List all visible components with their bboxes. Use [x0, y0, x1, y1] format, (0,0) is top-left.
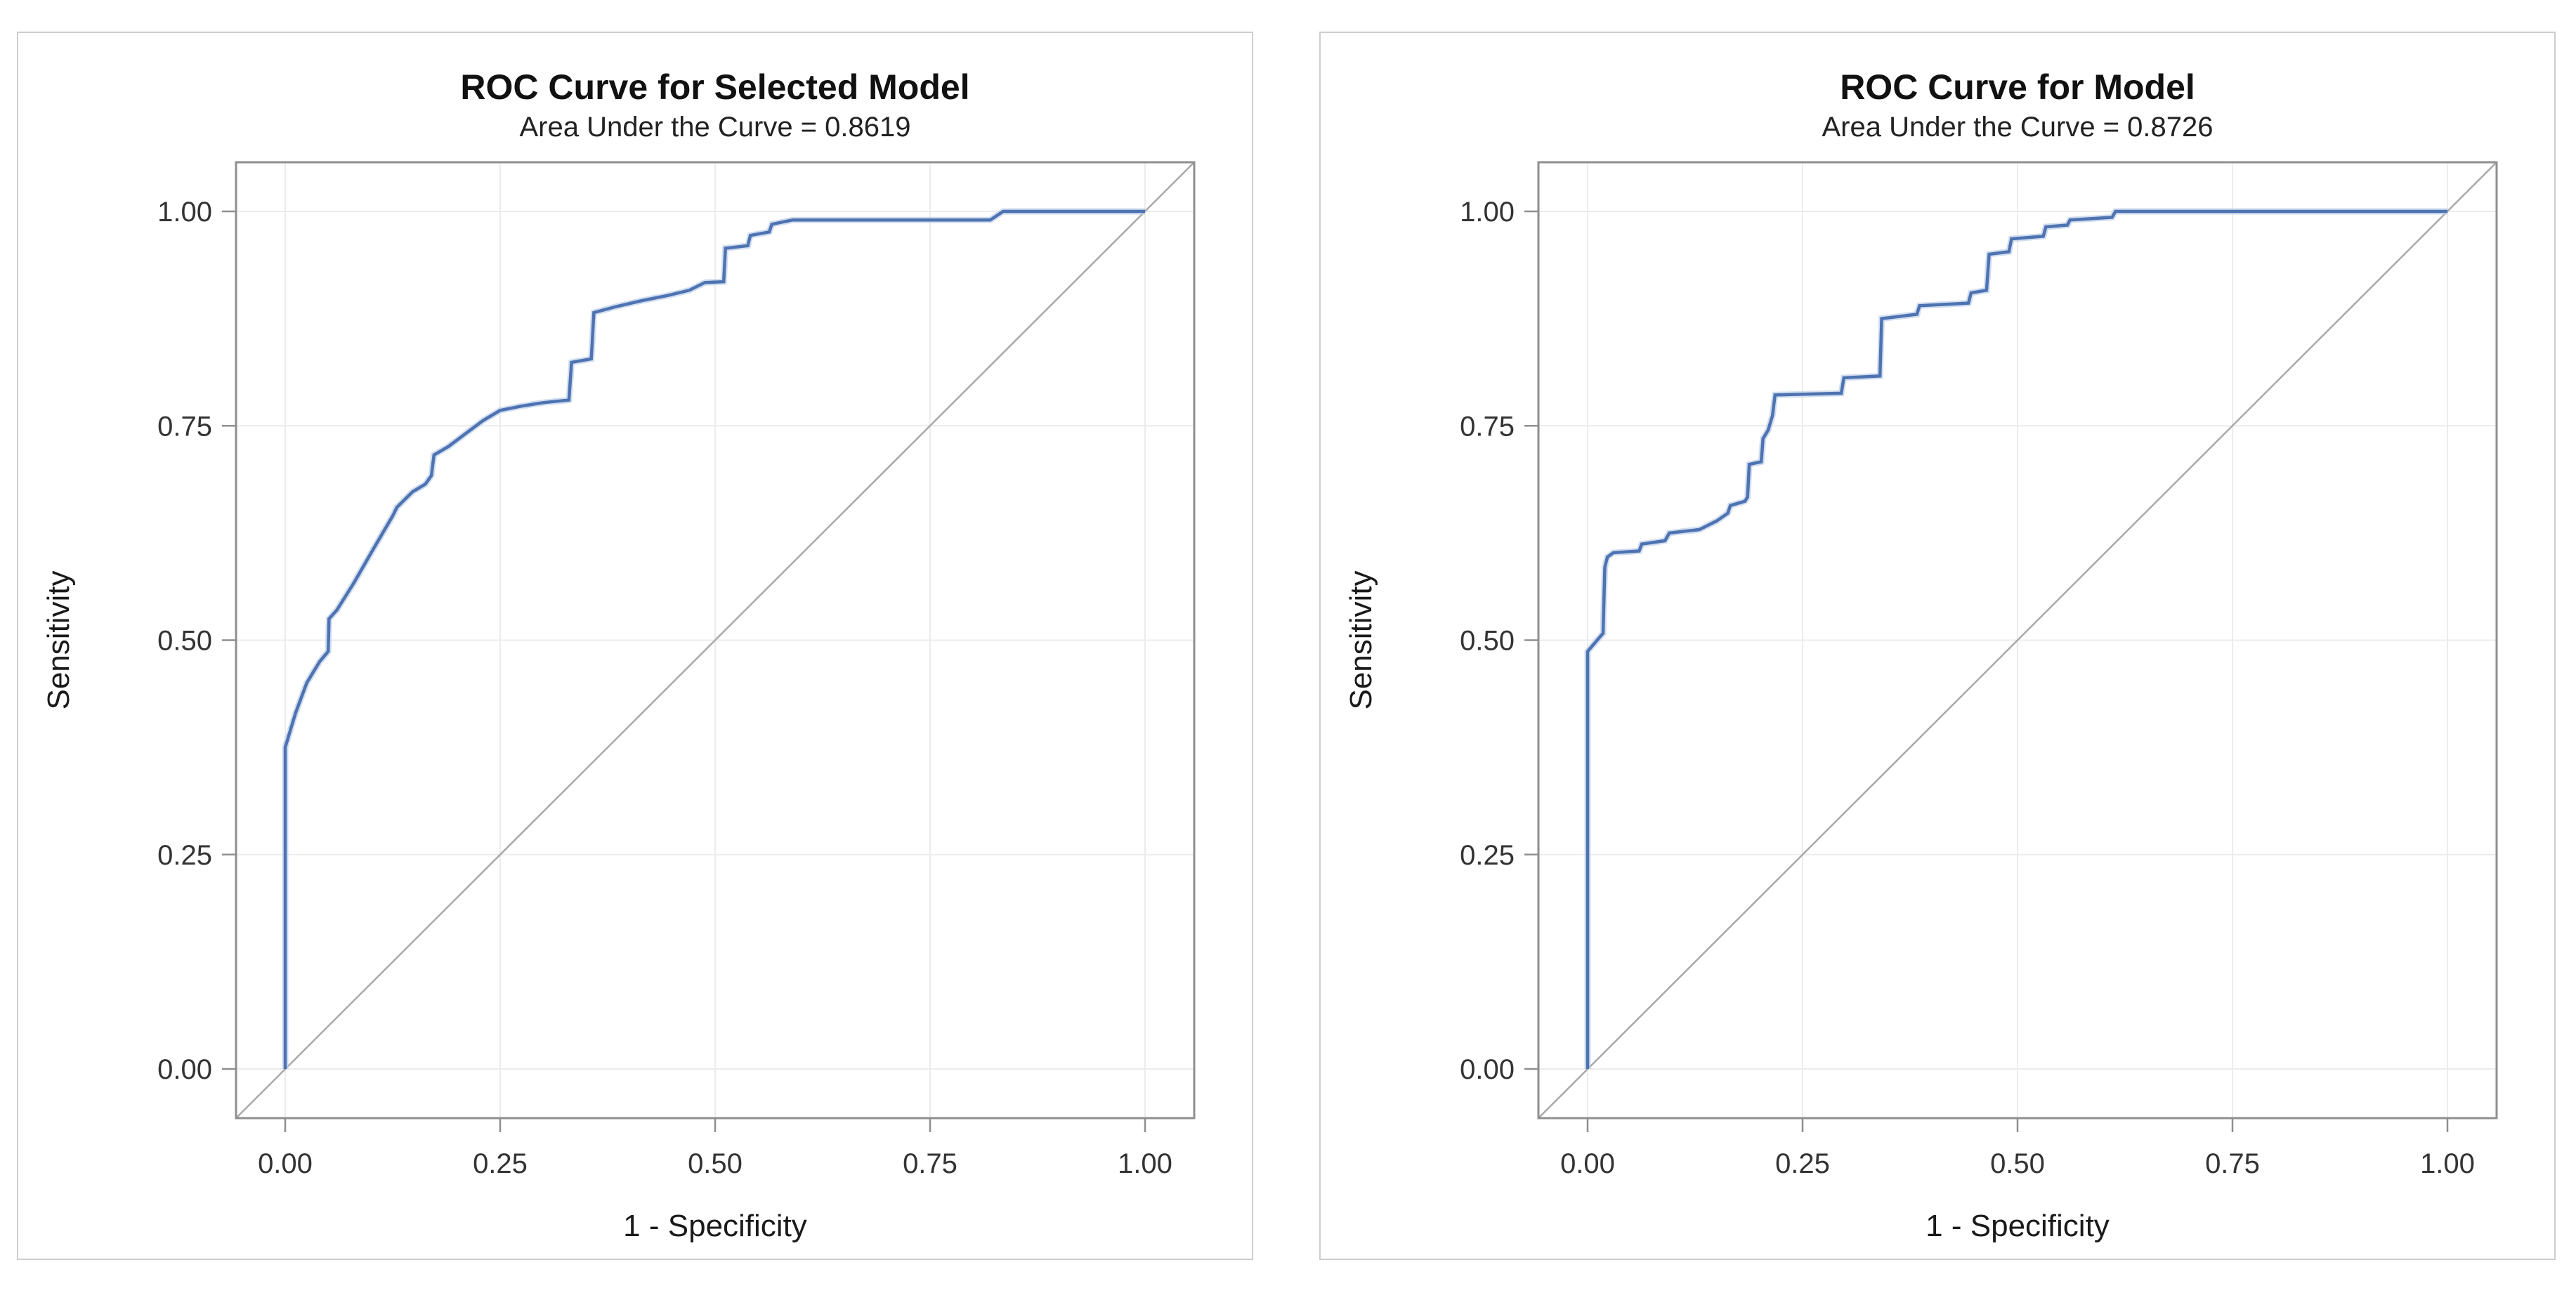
x-tick-label: 0.25: [1775, 1148, 1830, 1179]
chart-subtitle-auc: Area Under the Curve = 0.8726: [1822, 112, 2214, 143]
y-axis-label: Sensitivity: [41, 570, 76, 709]
diagonal-reference-line: [235, 162, 1195, 1119]
y-tick-label: 1.00: [1460, 197, 1515, 228]
y-axis-label: Sensitivity: [1344, 570, 1378, 709]
roc-plot-model: 0.00 0.25 0.50 0.75 1.00 0.00 0.25 0.50 0.75 1.00…: [1344, 161, 2498, 1243]
x-tick-label: 0.50: [1990, 1148, 2045, 1179]
roc-plot-selected-model: 0.00 0.25 0.50 0.75 1.00 0.00 0.25 0.50 0.75 1.00…: [41, 161, 1196, 1243]
x-tick-label: 1.00: [1118, 1148, 1172, 1179]
y-tick-label: 0.50: [1460, 626, 1515, 657]
x-tick-label: 1.00: [2420, 1148, 2475, 1179]
y-tick-label: 0.50: [157, 626, 212, 657]
y-tick-label: 0.00: [157, 1054, 212, 1085]
y-tick-label: 0.00: [1460, 1054, 1515, 1085]
chart-subtitle-auc: Area Under the Curve = 0.8619: [519, 112, 911, 143]
y-tick-label: 1.00: [157, 197, 212, 228]
x-tick-label: 0.75: [2205, 1148, 2260, 1179]
roc-curve: [1586, 209, 2447, 1069]
y-tick-label: 0.25: [157, 840, 212, 871]
x-tick-label: 0.00: [1560, 1148, 1615, 1179]
y-tick-label: 0.75: [1460, 411, 1515, 442]
x-tick-label: 0.25: [473, 1148, 528, 1179]
chart-title: ROC Curve for Selected Model: [460, 67, 970, 107]
diagonal-reference-line: [1538, 162, 2497, 1119]
y-tick-label: 0.25: [1460, 840, 1515, 871]
x-axis-label: 1 - Specificity: [1926, 1209, 2110, 1243]
y-tick-label: 0.75: [157, 411, 212, 442]
roc-panel-selected-model: 0.00 0.25 0.50 0.75 1.00 0.00 0.25 0.50 0.75 1.00…: [17, 32, 1253, 1260]
roc-curve: [283, 209, 1145, 1069]
x-tick-label: 0.50: [688, 1148, 743, 1179]
chart-title: ROC Curve for Model: [1840, 67, 2195, 107]
x-axis-label: 1 - Specificity: [623, 1209, 807, 1243]
x-tick-label: 0.75: [903, 1148, 957, 1179]
roc-panel-model: 0.00 0.25 0.50 0.75 1.00 0.00 0.25 0.50 0.75 1.00…: [1319, 32, 2556, 1260]
x-tick-label: 0.00: [258, 1148, 313, 1179]
